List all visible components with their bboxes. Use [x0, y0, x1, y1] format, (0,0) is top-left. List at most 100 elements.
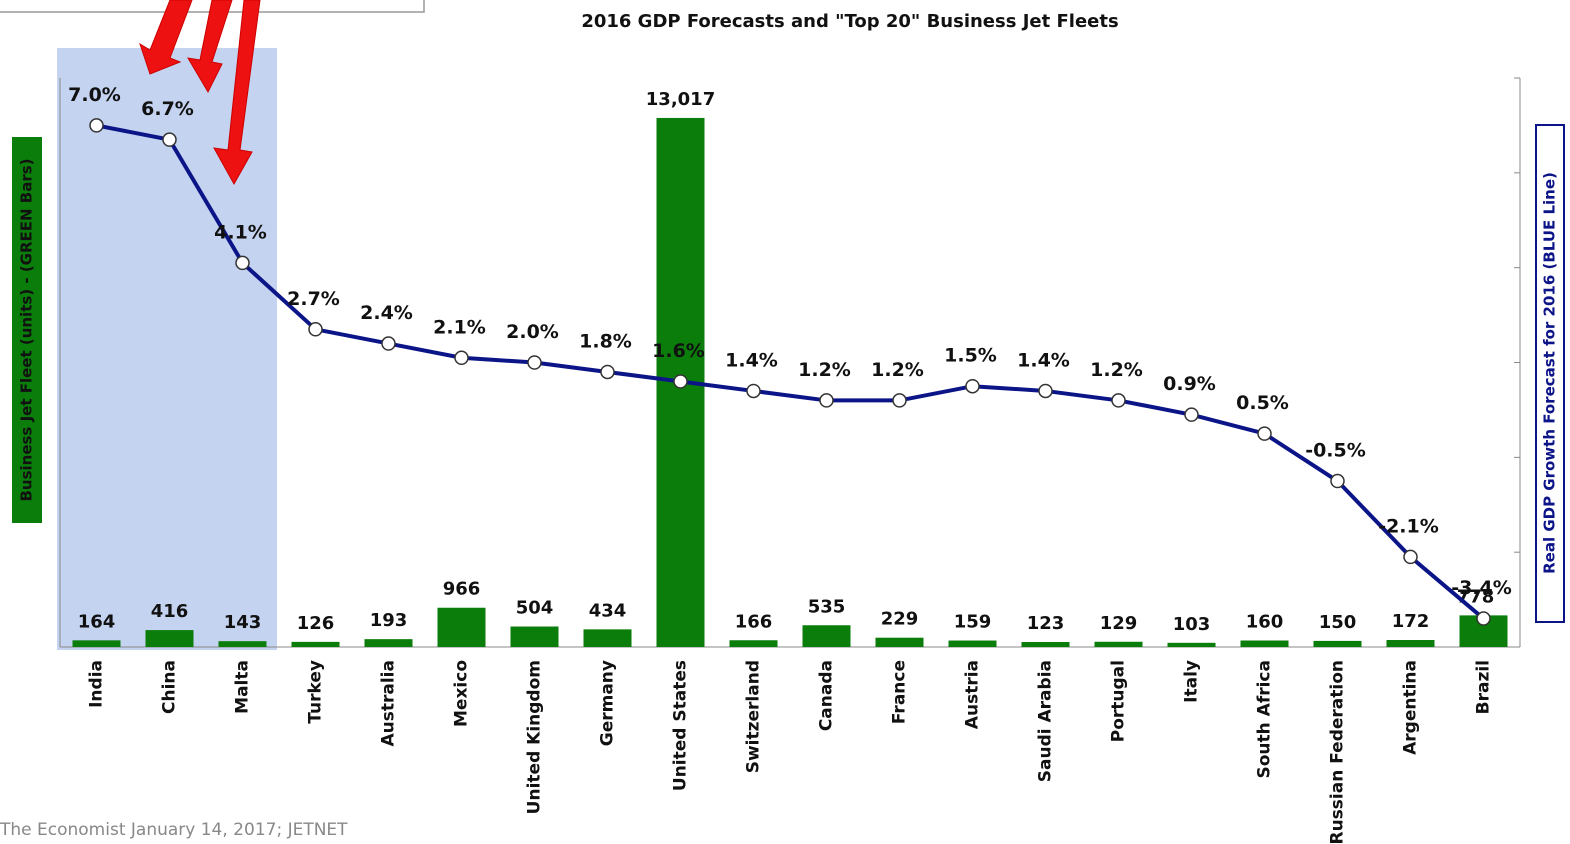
- line-marker: [89, 118, 104, 133]
- line-label: -2.1%: [1378, 515, 1439, 537]
- bar-label: 123: [1027, 613, 1065, 634]
- y2-axis-label: Real GDP Growth Forecast for 2016 (BLUE …: [1541, 172, 1559, 574]
- bar-label: 164: [78, 611, 116, 632]
- x-tick-label: Saudi Arabia: [1036, 660, 1056, 782]
- bar-label: 143: [224, 612, 262, 633]
- bar-label: 159: [954, 612, 992, 633]
- line-marker: [892, 393, 907, 408]
- x-tick-label: India: [87, 660, 107, 708]
- bar-label: 172: [1392, 611, 1430, 632]
- x-tick-label: Turkey: [306, 660, 326, 724]
- bar: [291, 641, 340, 647]
- x-tick-label: Italy: [1182, 660, 1202, 703]
- line-marker: [308, 322, 323, 337]
- x-tick-label: Brazil: [1474, 660, 1494, 714]
- line-label: 7.0%: [68, 84, 121, 106]
- x-tick-label: Australia: [379, 660, 399, 747]
- bar-label: 966: [443, 579, 481, 600]
- x-tick-label: Portugal: [1109, 660, 1129, 742]
- bar-label: 103: [1173, 614, 1211, 635]
- x-tick-label: France: [890, 660, 910, 724]
- bar: [364, 639, 413, 647]
- x-tick-label: South Africa: [1255, 660, 1275, 779]
- line-marker: [673, 374, 688, 389]
- line-label: 1.5%: [944, 345, 997, 367]
- line-label: 4.1%: [214, 221, 267, 243]
- line-marker: [1257, 426, 1272, 441]
- x-tick-label: Russian Federation: [1328, 660, 1348, 844]
- bar: [218, 641, 267, 647]
- bar: [72, 640, 121, 647]
- bar: [802, 625, 851, 647]
- line-label: 2.0%: [506, 321, 559, 343]
- bar: [145, 630, 194, 647]
- line-marker: [1184, 407, 1199, 422]
- y2-label-box: [1535, 124, 1565, 623]
- x-tick-label: Canada: [817, 660, 837, 731]
- bar: [729, 640, 778, 647]
- line-marker: [235, 255, 250, 271]
- line-label: 1.4%: [1017, 349, 1070, 371]
- bar-label: 434: [589, 600, 627, 621]
- line-label: 1.2%: [798, 359, 851, 381]
- bar-label: 504: [516, 598, 554, 619]
- line-marker: [1038, 383, 1053, 399]
- bar-label: 160: [1246, 611, 1284, 632]
- x-tick-label: Argentina: [1401, 660, 1421, 755]
- bar-label: 229: [881, 609, 919, 630]
- bar-label: 150: [1319, 612, 1357, 633]
- arrows: [139, 0, 261, 186]
- line-label: 1.2%: [1090, 359, 1143, 381]
- line-label: 6.7%: [141, 98, 194, 120]
- line: [96, 123, 1485, 621]
- y-axis-label: Business Jet Fleet (units) - (GREEN Bars…: [18, 158, 36, 501]
- bar-label: 13,017: [646, 89, 715, 110]
- line-marker: [162, 132, 177, 147]
- line-label: 2.1%: [433, 316, 486, 338]
- line-marker: [527, 355, 542, 370]
- line-marker: [746, 383, 761, 399]
- bar: [1240, 640, 1289, 647]
- x-tick-label: Malta: [233, 660, 253, 714]
- line-marker: [819, 393, 834, 408]
- bar-label: 535: [808, 596, 846, 617]
- line-marker: [965, 378, 980, 394]
- x-tick-label: Switzerland: [744, 660, 764, 773]
- bar: [1313, 640, 1362, 647]
- x-tick-label: Austria: [963, 660, 983, 729]
- bar-label: 129: [1100, 613, 1138, 634]
- bar: [1021, 642, 1070, 647]
- x-tick-label: Mexico: [452, 660, 472, 727]
- x-tick-label: United Kingdom: [525, 660, 545, 814]
- y-label-box: [12, 137, 42, 523]
- bar: [1094, 641, 1143, 647]
- chart-title: 2016 GDP Forecasts and "Top 20" Business…: [581, 11, 1118, 32]
- bar: [510, 626, 559, 647]
- bar: [437, 607, 486, 647]
- line-label: 1.2%: [871, 359, 924, 381]
- line-label: 0.9%: [1163, 373, 1216, 395]
- line-marker: [1476, 611, 1491, 626]
- bar-label: 416: [151, 601, 189, 622]
- source: The Economist January 14, 2017; JETNET: [0, 820, 348, 840]
- line-label: 2.7%: [287, 288, 340, 310]
- bar-label: 193: [370, 610, 408, 631]
- bar: [583, 629, 632, 647]
- line-label: 0.5%: [1236, 392, 1289, 414]
- line-label: -0.5%: [1305, 440, 1366, 462]
- bar: [875, 637, 924, 647]
- line-label: 1.8%: [579, 330, 632, 352]
- line-marker: [600, 364, 615, 380]
- line-marker: [1330, 473, 1345, 489]
- line-label: 1.4%: [725, 349, 778, 371]
- bar: [1167, 642, 1216, 647]
- bar-label: 166: [735, 611, 773, 632]
- line-marker: [1403, 549, 1418, 565]
- line-label: -3.4%: [1451, 577, 1512, 599]
- x-tick-label: Germany: [598, 660, 618, 746]
- x-tick-label: China: [160, 660, 180, 714]
- line-label: 2.4%: [360, 302, 413, 324]
- line-label: 1.6%: [652, 340, 705, 362]
